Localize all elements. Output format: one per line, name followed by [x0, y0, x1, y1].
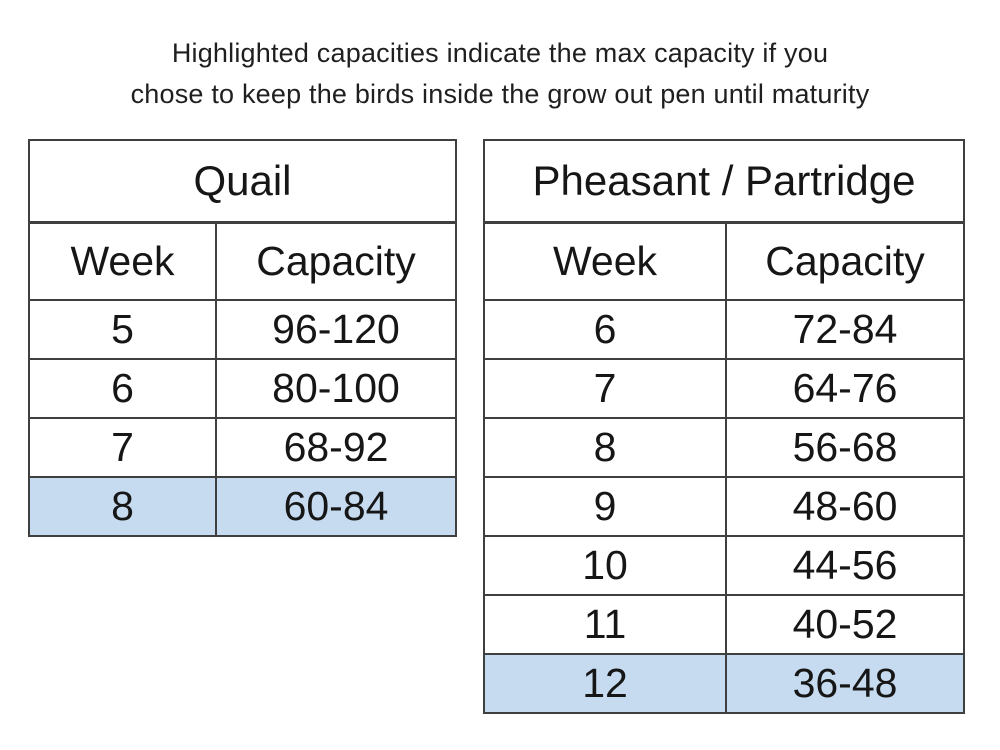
capacity-cell: 64-76 [725, 358, 965, 419]
week-cell: 9 [483, 476, 727, 537]
capacity-cell: 36-48 [725, 653, 965, 714]
table-row: 7 68-92 [28, 417, 457, 478]
week-cell: 12 [483, 653, 727, 714]
capacity-cell: 48-60 [725, 476, 965, 537]
capacity-cell: 56-68 [725, 417, 965, 478]
capacity-cell: 40-52 [725, 594, 965, 655]
capacity-header: Capacity [215, 221, 457, 301]
week-cell: 8 [28, 476, 217, 537]
table-title: Quail [28, 139, 457, 224]
week-header: Week [483, 221, 727, 301]
week-cell: 7 [483, 358, 727, 419]
capacity-cell: 44-56 [725, 535, 965, 596]
week-cell: 7 [28, 417, 217, 478]
table-row: 10 44-56 [483, 535, 965, 596]
week-cell: 10 [483, 535, 727, 596]
table-row-highlighted: 12 36-48 [483, 653, 965, 714]
table-title-row: Quail [28, 139, 457, 224]
capacity-header: Capacity [725, 221, 965, 301]
week-cell: 5 [28, 299, 217, 360]
table-title: Pheasant / Partridge [483, 139, 965, 224]
week-cell: 6 [28, 358, 217, 419]
capacity-cell: 60-84 [215, 476, 457, 537]
capacity-cell: 72-84 [725, 299, 965, 360]
table-header-row: Week Capacity [28, 221, 457, 301]
table-header-row: Week Capacity [483, 221, 965, 301]
capacity-cell: 96-120 [215, 299, 457, 360]
table-row: 8 56-68 [483, 417, 965, 478]
table-row: 6 80-100 [28, 358, 457, 419]
table-row: 6 72-84 [483, 299, 965, 360]
week-header: Week [28, 221, 217, 301]
pheasant-partridge-table: Pheasant / Partridge Week Capacity 6 72-… [483, 139, 965, 714]
week-cell: 8 [483, 417, 727, 478]
week-cell: 6 [483, 299, 727, 360]
caption: Highlighted capacities indicate the max … [0, 33, 1000, 115]
table-row: 9 48-60 [483, 476, 965, 537]
caption-line-2: chose to keep the birds inside the grow … [130, 79, 870, 109]
capacity-cell: 80-100 [215, 358, 457, 419]
table-row-highlighted: 8 60-84 [28, 476, 457, 537]
week-cell: 11 [483, 594, 727, 655]
table-row: 5 96-120 [28, 299, 457, 360]
table-row: 11 40-52 [483, 594, 965, 655]
capacity-cell: 68-92 [215, 417, 457, 478]
table-title-row: Pheasant / Partridge [483, 139, 965, 224]
caption-line-1: Highlighted capacities indicate the max … [171, 38, 829, 68]
table-row: 7 64-76 [483, 358, 965, 419]
quail-table: Quail Week Capacity 5 96-120 6 80-100 7 … [28, 139, 457, 537]
